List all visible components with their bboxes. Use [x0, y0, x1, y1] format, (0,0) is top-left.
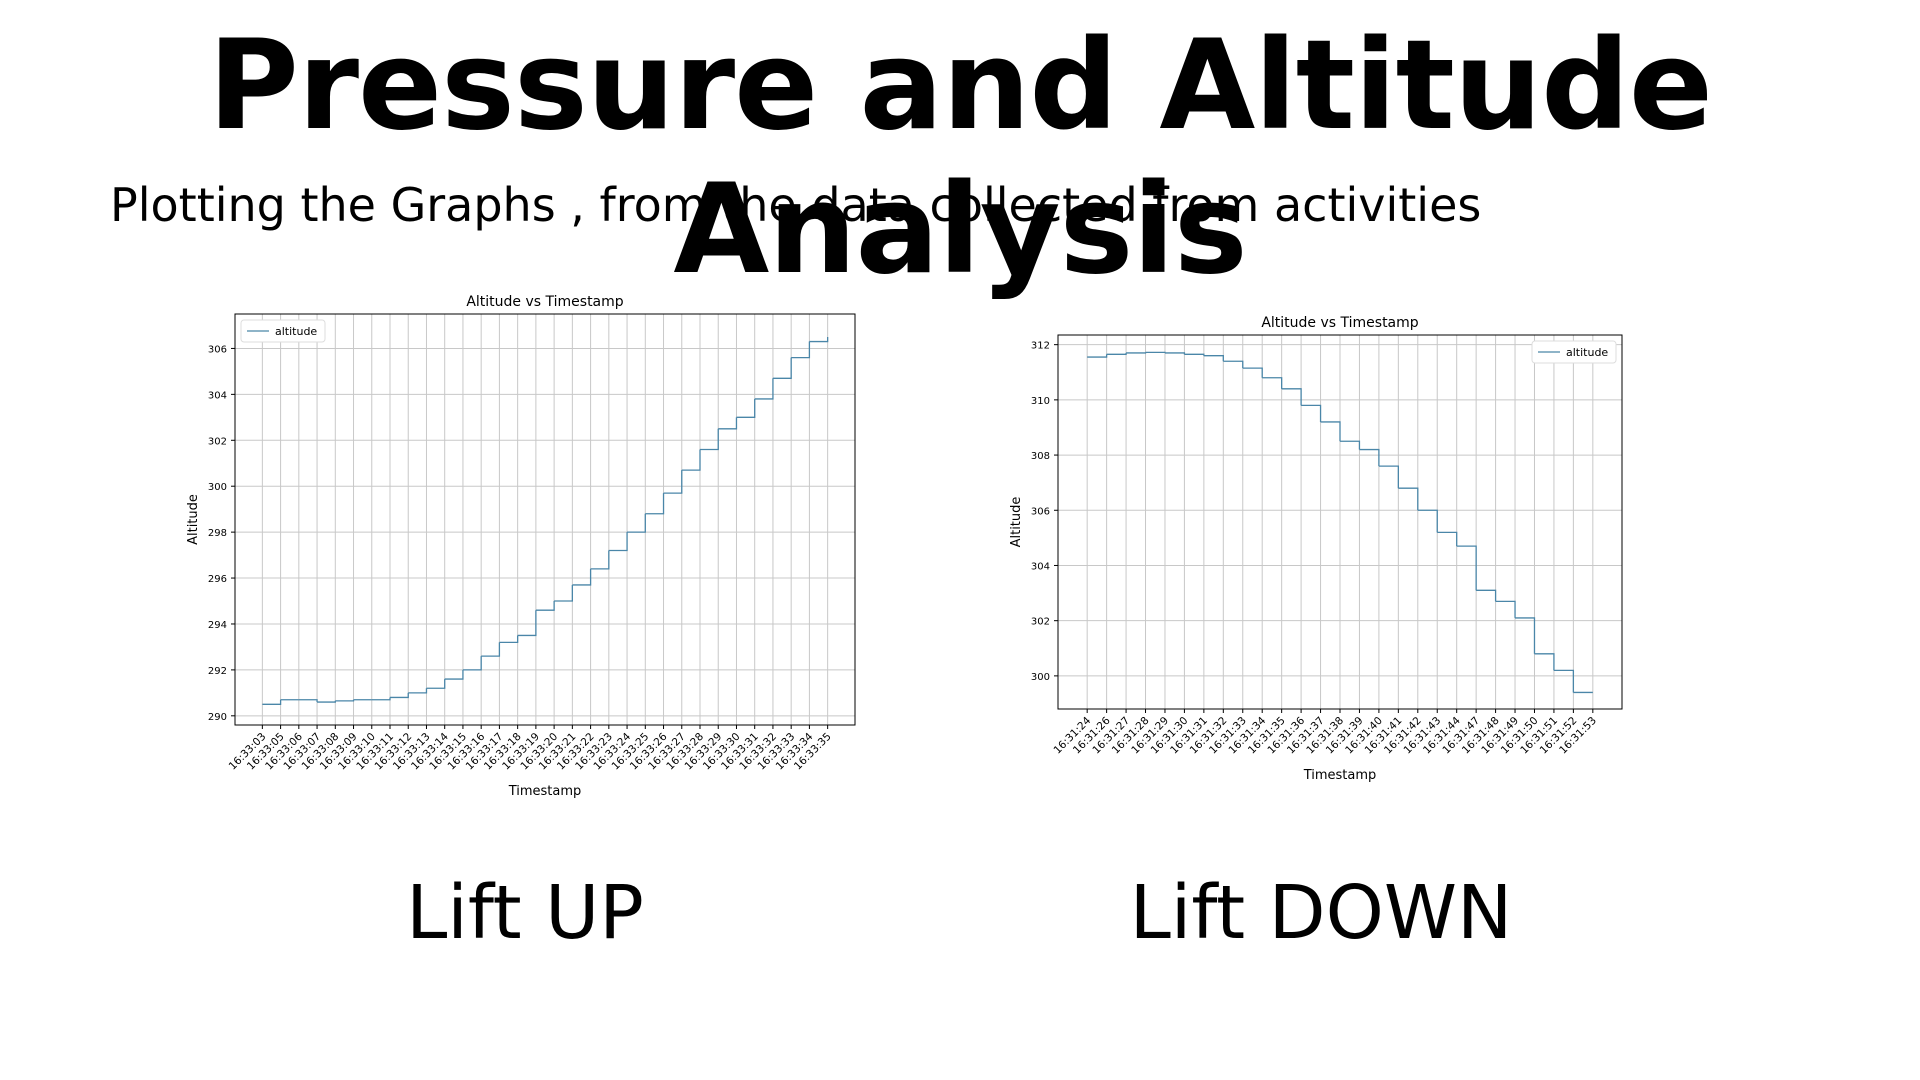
line-segment [1456, 545, 1477, 591]
line-segment [1184, 353, 1205, 356]
line-segment [390, 692, 409, 699]
line-segment [408, 688, 428, 694]
line-segment [1145, 351, 1166, 354]
line-segment [298, 699, 318, 703]
y-tick-label: 302 [208, 436, 227, 447]
line-segment [1340, 440, 1361, 450]
y-tick-label: 304 [1031, 561, 1050, 572]
line-segment [627, 513, 646, 533]
y-tick-label: 300 [1031, 672, 1050, 683]
line-segment [1534, 653, 1555, 671]
line-segment [1301, 404, 1322, 422]
line-segment [1203, 355, 1224, 362]
y-tick-label: 310 [1031, 396, 1050, 407]
line-segment [1476, 589, 1497, 602]
line-segment [1262, 377, 1283, 389]
line-segment [700, 428, 719, 451]
legend-label: altitude [275, 325, 317, 338]
chart-title: Altitude vs Timestamp [1261, 315, 1418, 331]
line-segment [663, 470, 683, 494]
line-segment [462, 656, 482, 671]
line-segment [481, 642, 501, 657]
line-segment [681, 449, 701, 471]
line-segment [335, 699, 355, 702]
slide-subtitle: Plotting the Graphs , from the data coll… [110, 178, 1482, 232]
line-segment [590, 550, 610, 570]
line-segment [262, 699, 282, 705]
line-segment [736, 398, 756, 418]
chart-caption: Lift DOWN [1129, 870, 1513, 956]
line-segment [1437, 531, 1458, 547]
line-segment [1320, 421, 1341, 442]
y-axis-label: Altitude [186, 494, 201, 545]
y-tick-label: 300 [208, 482, 227, 493]
line-segment [1398, 487, 1419, 511]
y-tick-label: 306 [1031, 506, 1050, 517]
line-segment [499, 635, 519, 643]
line-segment [1242, 367, 1263, 378]
line-segment [1553, 669, 1575, 693]
chart-caption: Lift UP [406, 870, 644, 956]
line-segment [1495, 600, 1516, 618]
line-segment [718, 417, 738, 430]
line-segment [572, 568, 592, 586]
line-segment [645, 493, 665, 515]
line-segment [535, 601, 555, 611]
slide-title: Pressure and Altitude Analysis [208, 14, 1713, 302]
plot-frame [234, 313, 856, 726]
line-segment [1126, 352, 1147, 354]
line-segment [1281, 388, 1302, 406]
plot-frame [1057, 334, 1623, 710]
legend-label: altitude [1566, 346, 1608, 359]
y-axis-label: Altitude [1009, 497, 1024, 548]
line-segment [1164, 352, 1186, 355]
line-segment [517, 610, 537, 637]
y-tick-label: 304 [208, 390, 227, 401]
y-tick-label: 294 [208, 620, 227, 631]
line-segment [1515, 617, 1536, 654]
x-axis-label: Timestamp [1303, 768, 1377, 783]
y-tick-label: 296 [208, 574, 227, 585]
line-segment [809, 336, 829, 343]
y-tick-label: 292 [208, 666, 227, 677]
y-tick-label: 290 [208, 712, 227, 723]
line-segment [1378, 465, 1399, 489]
line-segment [1087, 354, 1108, 358]
line-segment [554, 584, 574, 602]
y-tick-label: 306 [208, 344, 227, 355]
y-tick-label: 298 [208, 528, 227, 539]
line-segment [1106, 352, 1127, 355]
chart-title: Altitude vs Timestamp [466, 294, 623, 310]
line-segment [791, 341, 811, 359]
line-segment [1359, 448, 1380, 467]
line-segment [1223, 360, 1244, 369]
line-segment [754, 378, 774, 400]
line-segment [772, 357, 792, 379]
legend-box [240, 319, 326, 343]
legend-box [1531, 340, 1617, 364]
y-tick-label: 308 [1031, 451, 1050, 462]
line-segment [444, 669, 464, 680]
y-tick-label: 312 [1031, 341, 1050, 352]
line-segment [371, 697, 391, 701]
line-segment [1417, 509, 1438, 533]
y-tick-label: 302 [1031, 617, 1050, 628]
line-segment [426, 679, 446, 689]
line-segment [317, 700, 336, 703]
line-segment [608, 532, 628, 552]
x-axis-label: Timestamp [508, 784, 582, 799]
